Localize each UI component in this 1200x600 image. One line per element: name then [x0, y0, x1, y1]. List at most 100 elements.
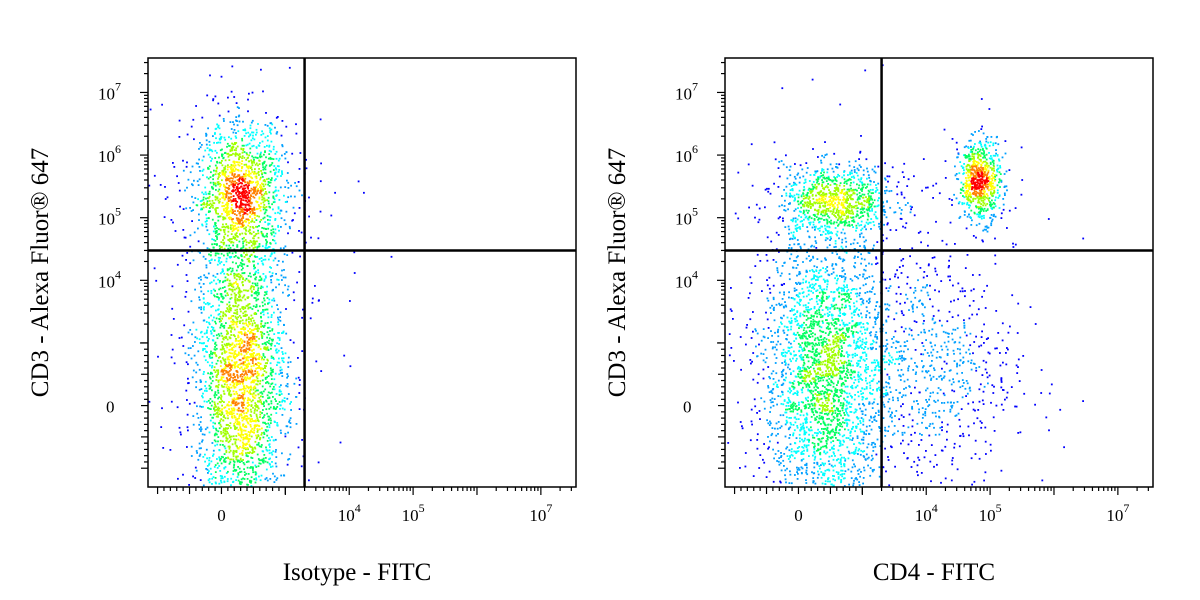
event-dot	[820, 159, 822, 162]
event-dot	[273, 235, 276, 238]
event-dot	[236, 380, 239, 383]
event-dot	[226, 226, 229, 229]
event-dot	[217, 219, 220, 222]
event-dot	[256, 409, 258, 412]
event-dot	[227, 230, 230, 233]
event-dot	[244, 436, 247, 439]
event-dot	[288, 419, 291, 422]
event-dot	[258, 215, 260, 218]
event-dot	[990, 401, 992, 404]
event-dot	[1010, 386, 1013, 388]
event-dot	[241, 182, 243, 185]
event-dot	[241, 441, 244, 444]
event-dot	[266, 247, 269, 249]
event-dot	[243, 220, 246, 222]
event-dot	[272, 239, 274, 241]
event-dot	[220, 431, 222, 433]
event-dot	[231, 318, 234, 321]
event-dot	[242, 378, 245, 381]
event-dot	[250, 208, 252, 211]
event-dot	[996, 347, 998, 350]
event-dot	[200, 428, 203, 431]
event-dot	[756, 433, 759, 436]
event-dot	[217, 173, 220, 175]
event-dot	[978, 388, 981, 391]
event-dot	[268, 271, 271, 273]
event-dot	[264, 348, 267, 350]
event-dot	[255, 177, 258, 180]
event-dot	[220, 252, 223, 255]
event-dot	[207, 339, 209, 342]
event-dot	[233, 170, 236, 172]
event-dot	[951, 204, 953, 206]
event-dot	[956, 372, 959, 375]
event-dot	[231, 174, 234, 176]
event-dot	[266, 479, 269, 482]
event-dot	[193, 401, 196, 404]
event-dot	[965, 334, 968, 337]
event-dot	[267, 222, 270, 225]
event-dot	[273, 179, 276, 182]
event-dot	[237, 304, 240, 307]
event-dot	[258, 225, 260, 227]
event-dot	[947, 340, 950, 343]
event-dot	[265, 308, 268, 311]
event-dot	[205, 387, 208, 390]
event-dot	[256, 383, 259, 386]
event-dot	[241, 203, 244, 206]
event-dot	[220, 376, 223, 379]
event-dot	[223, 383, 226, 386]
event-dot	[282, 331, 285, 334]
event-dot	[217, 252, 220, 255]
event-dot	[274, 383, 277, 386]
event-dot	[220, 324, 222, 327]
event-dot	[225, 322, 227, 324]
event-dot	[967, 402, 970, 405]
event-dot	[764, 361, 767, 364]
event-dot	[923, 456, 926, 459]
event-dot	[242, 312, 245, 315]
x-tick-label: 104	[338, 501, 361, 525]
event-dot	[301, 316, 303, 319]
event-dot	[225, 472, 228, 474]
event-dot	[257, 189, 259, 192]
event-dot	[275, 456, 278, 458]
event-dot	[218, 313, 221, 315]
event-dot	[262, 457, 265, 460]
event-dot	[232, 244, 234, 247]
event-dot	[208, 210, 210, 213]
event-dot	[256, 215, 259, 217]
event-dot	[276, 361, 279, 364]
event-dot	[220, 432, 223, 435]
event-dot	[243, 349, 246, 351]
event-dot	[218, 259, 220, 262]
event-dot	[241, 404, 243, 407]
event-dot	[228, 343, 231, 346]
event-dot	[948, 310, 951, 313]
event-dot	[198, 428, 201, 430]
event-dot	[256, 453, 259, 456]
event-dot	[257, 407, 260, 410]
event-dot	[254, 297, 257, 299]
event-dot	[284, 245, 287, 248]
event-dot	[257, 344, 260, 346]
event-dot	[285, 384, 288, 387]
event-dot	[897, 276, 899, 279]
event-dot	[823, 156, 826, 159]
event-dot	[205, 213, 207, 216]
event-dot	[223, 192, 226, 195]
event-dot	[947, 275, 950, 278]
event-dot	[255, 181, 257, 184]
event-dot	[854, 275, 856, 278]
event-dot	[203, 342, 205, 344]
event-dot	[230, 435, 233, 438]
event-dot	[249, 393, 252, 395]
event-dot	[264, 388, 267, 391]
event-dot	[265, 468, 268, 471]
event-dot	[226, 383, 229, 386]
event-dot	[741, 427, 744, 430]
event-dot	[914, 431, 916, 434]
event-dot	[824, 257, 826, 260]
event-dot	[171, 307, 174, 310]
event-dot	[208, 355, 211, 358]
